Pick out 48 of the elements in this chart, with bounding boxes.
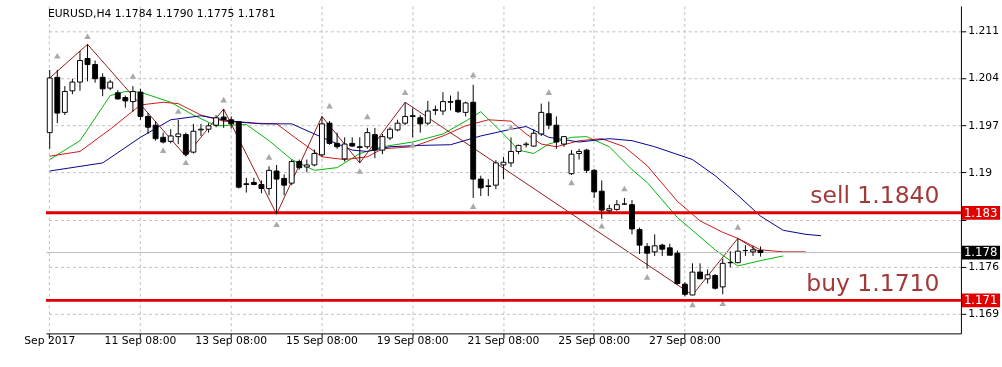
point <box>182 159 190 166</box>
point <box>719 300 727 306</box>
point <box>129 73 137 79</box>
point <box>734 224 742 230</box>
y-tick-label: 1.197 <box>968 118 1000 132</box>
line-series <box>49 91 784 267</box>
x-tick-label: 13 Sep 08:00 <box>195 333 268 347</box>
point <box>507 124 515 131</box>
candlestick <box>61 85 68 116</box>
point <box>84 33 91 40</box>
y-tick-label: 1.169 <box>968 307 1000 321</box>
point <box>356 168 364 174</box>
x-tick-label: 25 Sep 08:00 <box>558 333 631 347</box>
candlestick <box>613 199 620 212</box>
point <box>175 108 182 114</box>
candlestick <box>734 237 741 264</box>
y-tick-label: 1.176 <box>968 260 1000 274</box>
candlestick <box>523 141 530 148</box>
x-tick-label: 11 Sep 08:00 <box>104 333 177 347</box>
line-series <box>49 101 807 253</box>
point <box>401 89 409 96</box>
candlestick <box>644 242 651 270</box>
point <box>265 154 273 160</box>
candlestick <box>576 148 582 161</box>
y-tick-label: 1.204 <box>968 71 1000 85</box>
ref-line-label: buy 1.1710 <box>806 268 940 297</box>
ref-line-label: sell 1.1840 <box>810 181 940 210</box>
candlestick <box>568 149 575 176</box>
candlestick <box>409 107 416 138</box>
point <box>54 52 61 59</box>
x-tick-label: 27 Sep 08:00 <box>649 333 721 347</box>
point <box>643 273 651 280</box>
point <box>409 141 416 148</box>
point <box>159 147 167 153</box>
y-tick-label: 1.211 <box>968 24 1000 38</box>
candlestick <box>719 258 726 295</box>
point <box>273 221 280 228</box>
x-tick-label: 21 Sep 08:00 <box>467 333 540 347</box>
x-tick-label: 15 Sep 08:00 <box>286 333 358 347</box>
annotation: 1.178 <box>963 245 998 260</box>
x-tick-label: Sep 2017 <box>24 333 76 347</box>
annotation: 1.183 <box>963 205 998 220</box>
annotation: 1.171 <box>963 293 998 308</box>
point <box>545 89 553 96</box>
y-tick-label: 1.19 <box>968 165 993 179</box>
chart-title: EURUSD,H4 1.1784 1.1790 1.1775 1.1781 <box>47 6 276 20</box>
x-tick-label: 19 Sep 08:00 <box>376 333 449 347</box>
point <box>469 203 477 209</box>
